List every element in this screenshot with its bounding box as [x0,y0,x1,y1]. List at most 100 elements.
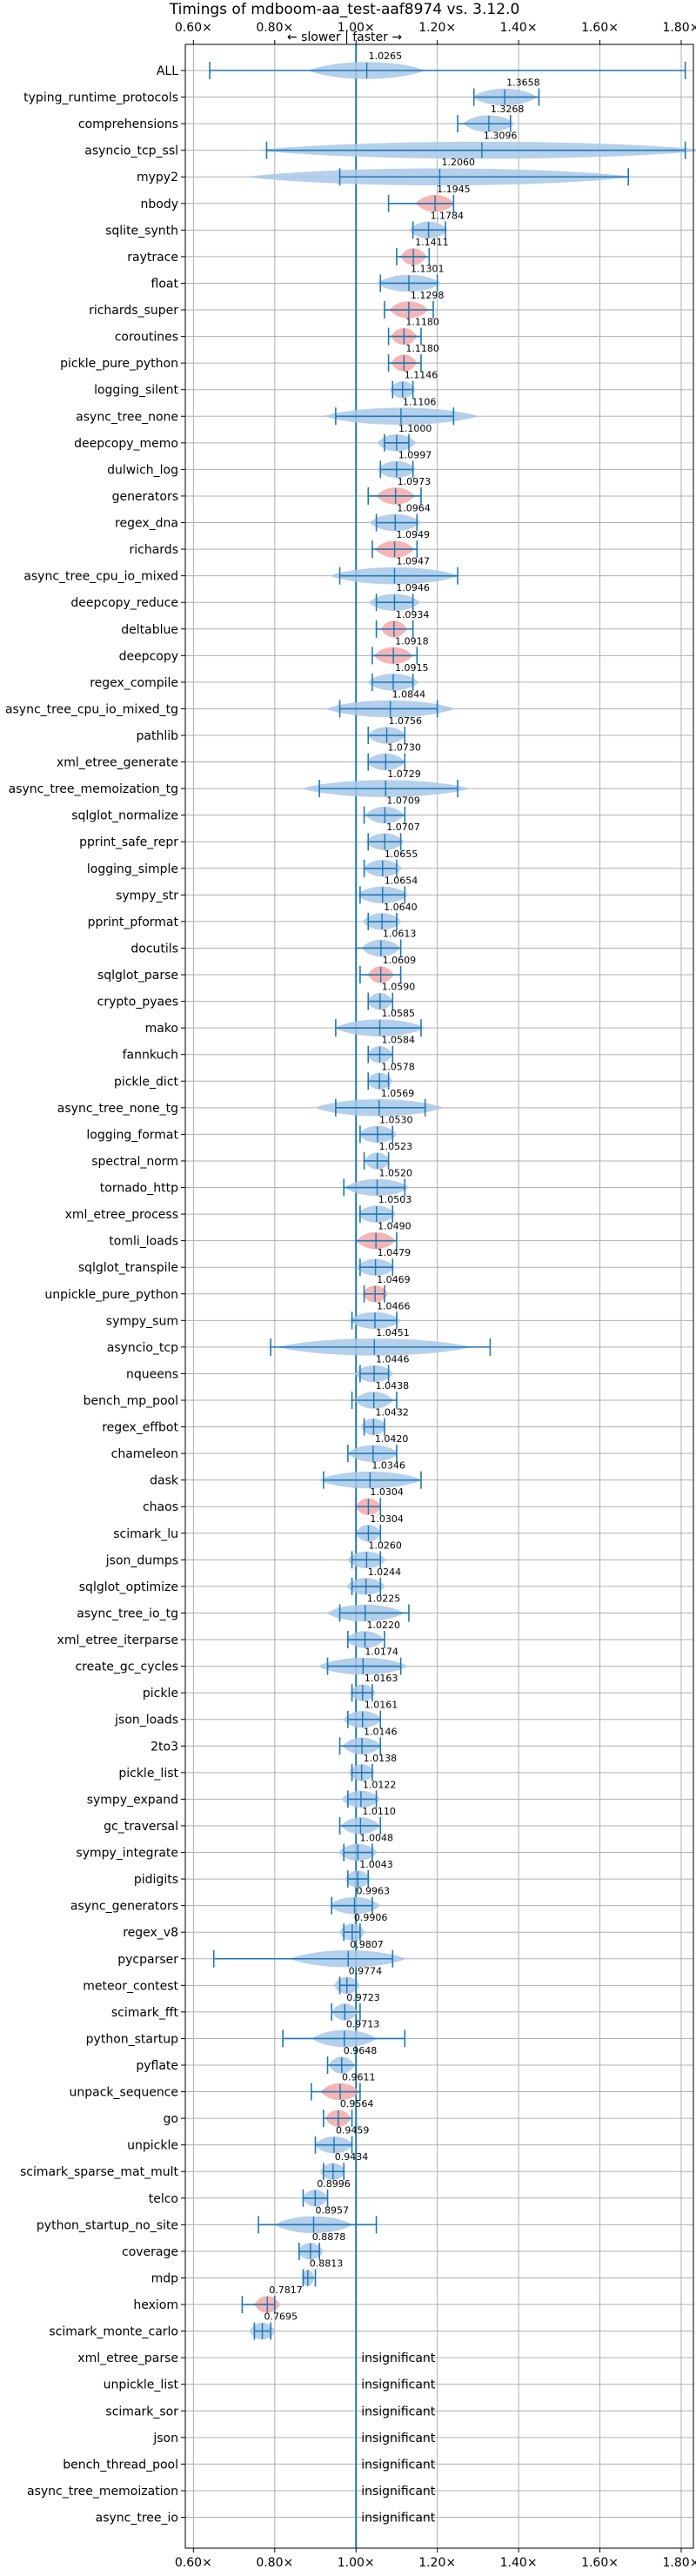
value-label: 1.0613 [383,928,417,939]
value-label: 1.0915 [395,662,429,674]
value-label: 1.0730 [387,742,421,754]
value-label: 1.1298 [411,290,445,301]
value-label: 1.1411 [415,237,449,248]
value-label: 1.0947 [396,556,430,567]
benchmark-label: sqlglot_normalize [71,809,178,823]
value-label: 0.9434 [335,2151,369,2163]
value-label: 1.2060 [441,157,474,168]
value-label: 1.0523 [379,1141,413,1152]
benchmark-label: mako [145,1022,178,1036]
benchmark-label: generators [112,490,178,504]
benchmark-label: sqlite_synth [105,224,178,238]
benchmark-label: sympy_sum [106,1314,178,1328]
x-tick-label-top: 0.60× [175,21,212,35]
benchmark-label: json_dumps [105,1553,178,1567]
insignificant-label: insignificant [361,2432,436,2445]
benchmark-label: bench_thread_pool [63,2458,178,2472]
value-label: 1.0432 [375,1407,409,1419]
benchmark-label: float [151,277,179,291]
value-label: 1.0346 [371,1460,405,1472]
value-label: 1.0138 [364,1753,398,1764]
chart-subtitle: ← slower | faster → [287,30,402,44]
value-label: 1.0640 [384,902,418,913]
benchmark-label: richards_super [89,304,178,318]
benchmark-label: regex_v8 [123,1926,178,1940]
value-label: 1.0729 [387,768,421,780]
benchmark-label: chameleon [111,1447,178,1461]
benchmark-label: xml_etree_generate [57,756,178,770]
value-label: 1.0520 [379,1168,413,1179]
value-label: 1.0479 [378,1247,412,1258]
benchmark-label: pyflate [136,2059,178,2073]
benchmark-label: hexiom [133,2298,178,2312]
x-tick-label-top: 1.00× [338,21,375,35]
value-label: 1.0048 [359,1833,393,1844]
value-label: 0.9906 [354,1912,388,1923]
benchmark-label: pickle [143,1687,178,1701]
value-label: 1.0964 [397,503,431,514]
value-label: 1.0946 [396,582,430,594]
value-label: 1.0590 [382,982,416,993]
benchmark-label: coroutines [115,331,178,345]
benchmark-label: raytrace [127,251,178,265]
value-label: 0.8996 [317,2178,351,2190]
value-label: 1.0265 [369,50,403,62]
benchmark-label: mdp [151,2271,179,2285]
benchmark-label: scimark_lu [113,1527,178,1541]
benchmark-label: go [164,2112,178,2126]
benchmark-label: sympy_expand [87,1793,178,1807]
value-label: 1.0918 [395,635,429,647]
value-label: 1.0609 [383,955,417,966]
x-tick-label-bottom: 1.40× [500,2556,538,2570]
value-label: 1.0584 [382,1035,416,1046]
benchmark-label: tornado_http [100,1182,178,1196]
value-label: 1.0997 [398,449,432,460]
insignificant-label: insignificant [361,2485,436,2499]
x-tick-label-top: 1.20× [418,21,456,35]
value-label: 1.0174 [365,1647,398,1658]
benchmark-label: nbody [141,198,179,211]
benchmark-label: pprint_safe_repr [79,835,178,849]
value-label: 1.0244 [368,1566,402,1578]
value-label: 1.1106 [403,396,437,407]
benchmark-label: mypy2 [137,171,178,184]
benchmark-label: regex_effbot [102,1421,178,1435]
value-label: 1.3658 [506,77,540,89]
benchmark-label: async_tree_memoization [27,2485,178,2499]
benchmark-label: asyncio_tcp [107,1341,178,1355]
x-tick-label-bottom: 1.00× [338,2556,375,2570]
x-tick-label-top: 1.40× [500,21,538,35]
benchmark-label: deepcopy_reduce [70,596,178,610]
value-label: 1.0707 [386,822,420,833]
value-label: 1.0578 [381,1061,415,1072]
value-label: 1.1180 [405,343,439,354]
value-label: 0.8878 [312,2231,346,2243]
value-label: 1.0756 [389,715,423,727]
value-label: 1.0530 [379,1114,413,1125]
value-label: 1.1180 [405,317,439,328]
insignificant-label: insignificant [361,2512,436,2526]
x-tick-label-top: 0.80× [256,21,293,35]
benchmark-label: scimark_sor [105,2405,178,2418]
benchmark-label: regex_compile [90,676,178,690]
benchmark-label: scimark_fft [111,2006,179,2020]
benchmark-label: unpickle [127,2139,178,2153]
value-label: 1.1000 [398,423,432,434]
benchmark-label: ALL [157,64,178,78]
benchmark-label: meteor_contest [83,1979,178,1993]
value-label: 1.0844 [392,688,426,700]
value-label: 0.7817 [269,2284,303,2296]
benchmark-label: json_loads [114,1714,178,1727]
value-label: 1.1945 [437,184,470,195]
x-tick-label-bottom: 0.60× [175,2556,212,2570]
benchmark-label: dask [150,1474,179,1488]
benchmark-label: comprehensions [78,117,178,131]
benchmark-label: pidigits [134,1873,178,1887]
value-label: 0.9723 [346,1992,380,2003]
value-label: 0.9648 [344,2045,378,2056]
benchmark-label: telco [149,2192,178,2206]
benchmark-label: sympy_str [116,889,178,902]
value-label: 1.1146 [405,370,438,381]
value-label: 1.3268 [491,104,525,115]
benchmark-label: scimark_monte_carlo [49,2325,178,2339]
